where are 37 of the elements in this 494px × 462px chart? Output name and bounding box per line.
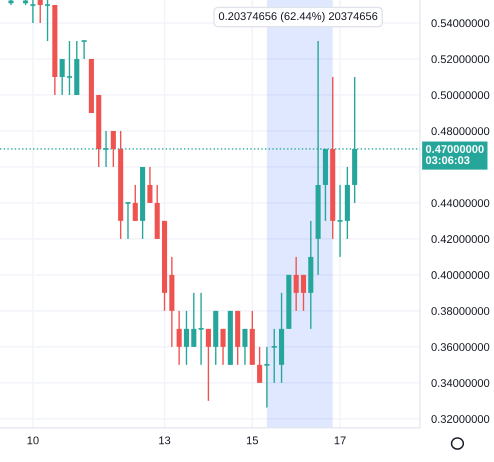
y-tick-label: 0.34000000 [431, 379, 490, 387]
x-tick-label: 10 [28, 436, 39, 444]
candlestick [184, 310, 190, 366]
y-tick-label: 0.36000000 [431, 343, 490, 351]
y-tick-label: 0.38000000 [431, 307, 490, 316]
candlestick [124, 202, 132, 240]
y-tick-label: 0.48000000 [431, 127, 490, 136]
y-tick-label: 0.54000000 [431, 19, 490, 28]
candlestick [294, 256, 299, 312]
candlestick [176, 310, 182, 366]
candlestick [191, 292, 196, 348]
candlestick [336, 184, 344, 258]
y-tick-label: 0.32000000 [431, 415, 490, 423]
candlestick [110, 130, 116, 168]
candlestick [38, 0, 43, 24]
candlestick [220, 328, 226, 366]
x-tick-label: 17 [334, 436, 346, 444]
candlestick [206, 328, 211, 402]
ref-line-label: 0.47000000 03:06:03 [426, 145, 484, 164]
candlestick [242, 328, 248, 366]
x-tick-label: 13 [159, 436, 170, 444]
x-tick-label: 15 [246, 436, 258, 444]
candlestick [66, 40, 73, 96]
candlestick [257, 346, 262, 384]
candlestick [80, 40, 88, 60]
candlestick [30, 0, 36, 24]
annotation: 0.20374656 (62.44%) 20374656 [218, 12, 378, 22]
y-tick-label: 0.50000000 [431, 91, 490, 100]
candlestick [44, 0, 51, 42]
y-tick-label: 0.52000000 [431, 55, 490, 64]
y-tick-label: 0.42000000 [431, 235, 490, 244]
candlestick [60, 58, 65, 96]
candlestick [147, 166, 152, 204]
candlestick [132, 184, 138, 222]
y-tick-label: 0.40000000 [431, 271, 490, 280]
y-tick-label: 0.44000000 [431, 199, 490, 208]
candlestick [300, 274, 306, 312]
